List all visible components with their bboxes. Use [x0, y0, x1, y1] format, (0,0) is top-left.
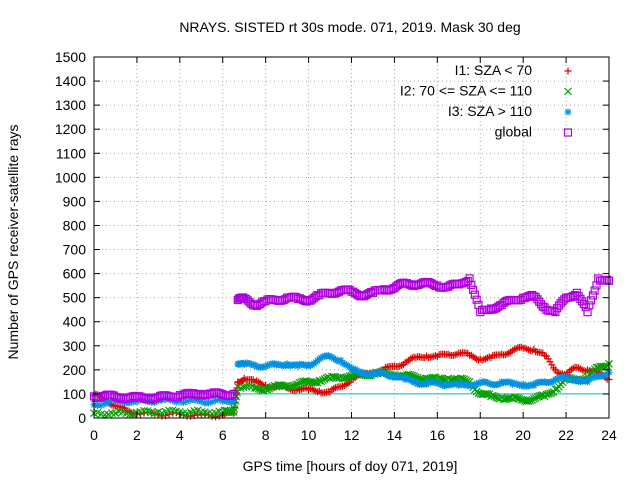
data-point: [548, 361, 556, 369]
y-tick-label: 1500: [55, 49, 86, 65]
legend: I1: SZA < 70 I2: 70 <= SZA <= 110 I3: SZA …: [400, 62, 573, 140]
y-tick-label: 300: [63, 338, 87, 354]
y-tick-label: 800: [63, 217, 87, 233]
legend-label: I2: 70 <= SZA <= 110: [400, 83, 532, 99]
y-axis-label: Number of GPS receiver-satellite rays: [5, 125, 21, 360]
x-tick-label: 8: [262, 427, 270, 443]
data-point: [468, 285, 478, 294]
data-point: [239, 383, 248, 392]
data-point: [197, 408, 206, 416]
x-tick-label: 24: [601, 427, 617, 443]
data-points: [89, 274, 614, 421]
data-point: [587, 296, 596, 305]
data-point: [310, 386, 318, 394]
y-tick-label: 600: [63, 266, 87, 282]
data-point: [432, 352, 440, 360]
y-tick-label: 1100: [56, 145, 86, 161]
x-tick-label: 20: [515, 427, 531, 443]
x-tick-label: 14: [387, 427, 403, 443]
data-point: [296, 386, 304, 394]
y-tick-label: 1400: [55, 73, 86, 89]
data-point: [590, 286, 599, 295]
legend-marker: [564, 67, 572, 75]
data-point: [165, 410, 173, 418]
y-tick-label: 200: [63, 362, 87, 378]
grid: [94, 57, 609, 418]
y-tick-label: 100: [63, 386, 87, 402]
y-tick-label: 900: [63, 193, 87, 209]
x-tick-label: 22: [558, 427, 574, 443]
legend-label: I1: SZA < 70: [455, 62, 533, 78]
data-point: [107, 409, 116, 418]
data-point: [396, 362, 404, 370]
data-point: [268, 382, 277, 391]
legend-label: I3: SZA > 110: [448, 103, 532, 119]
data-point: [165, 406, 174, 415]
x-tick-label: 16: [430, 427, 446, 443]
y-tick-label: 500: [63, 290, 87, 306]
data-point: [601, 362, 610, 371]
data-point: [292, 380, 300, 389]
data-point: [482, 355, 490, 363]
data-point: [470, 290, 479, 299]
y-tick-label: 0: [78, 410, 86, 426]
x-tick-label: 12: [344, 427, 360, 443]
data-point: [517, 343, 525, 351]
y-tick-label: 1300: [55, 97, 86, 113]
data-point: [588, 291, 598, 300]
data-point: [229, 389, 238, 399]
series-square: [89, 274, 614, 404]
data-point: [453, 350, 461, 358]
y-tick-label: 700: [63, 242, 87, 258]
axis-ticks: 0100200300400500600700800900100011001200…: [55, 49, 617, 443]
data-point: [603, 275, 612, 284]
data-point: [140, 406, 148, 415]
data-point: [467, 280, 476, 289]
data-point: [227, 391, 236, 400]
y-tick-label: 1200: [55, 121, 86, 137]
data-point: [444, 350, 452, 358]
legend-marker: [563, 128, 573, 137]
data-point: [179, 409, 188, 418]
data-point: [423, 352, 431, 360]
x-tick-label: 4: [176, 427, 184, 443]
data-point: [310, 378, 318, 387]
legend-marker: [564, 108, 572, 116]
x-tick-label: 0: [90, 427, 98, 443]
y-tick-label: 1000: [55, 169, 86, 185]
data-point: [311, 378, 320, 387]
y-tick-label: 400: [63, 314, 87, 330]
data-point: [483, 389, 492, 398]
data-point: [472, 295, 481, 304]
data-point: [583, 308, 592, 317]
data-point: [585, 301, 594, 310]
chart-title: NRAYS. SISTED rt 30s mode. 071, 2019. Ma…: [179, 19, 520, 35]
x-tick-label: 6: [219, 427, 227, 443]
x-tick-label: 18: [472, 427, 488, 443]
legend-label: global: [495, 124, 532, 140]
data-point: [229, 408, 238, 416]
data-point: [236, 384, 245, 393]
legend-marker: [564, 87, 572, 96]
series-cross: [90, 359, 613, 419]
x-tick-label: 10: [301, 427, 317, 443]
data-point: [245, 382, 254, 390]
data-point: [297, 385, 305, 393]
data-point: [125, 410, 134, 419]
x-tick-label: 2: [133, 427, 141, 443]
x-axis-label: GPS time [hours of doy 071, 2019]: [243, 458, 458, 474]
